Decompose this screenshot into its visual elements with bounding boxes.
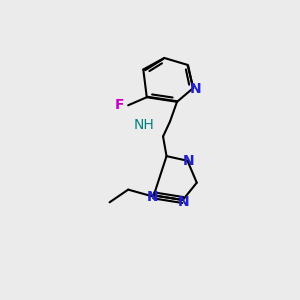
Text: N: N [147,190,159,203]
Text: NH: NH [134,118,155,132]
Text: N: N [178,195,190,209]
Text: N: N [189,82,201,96]
Text: F: F [115,98,124,112]
Text: N: N [183,154,194,168]
